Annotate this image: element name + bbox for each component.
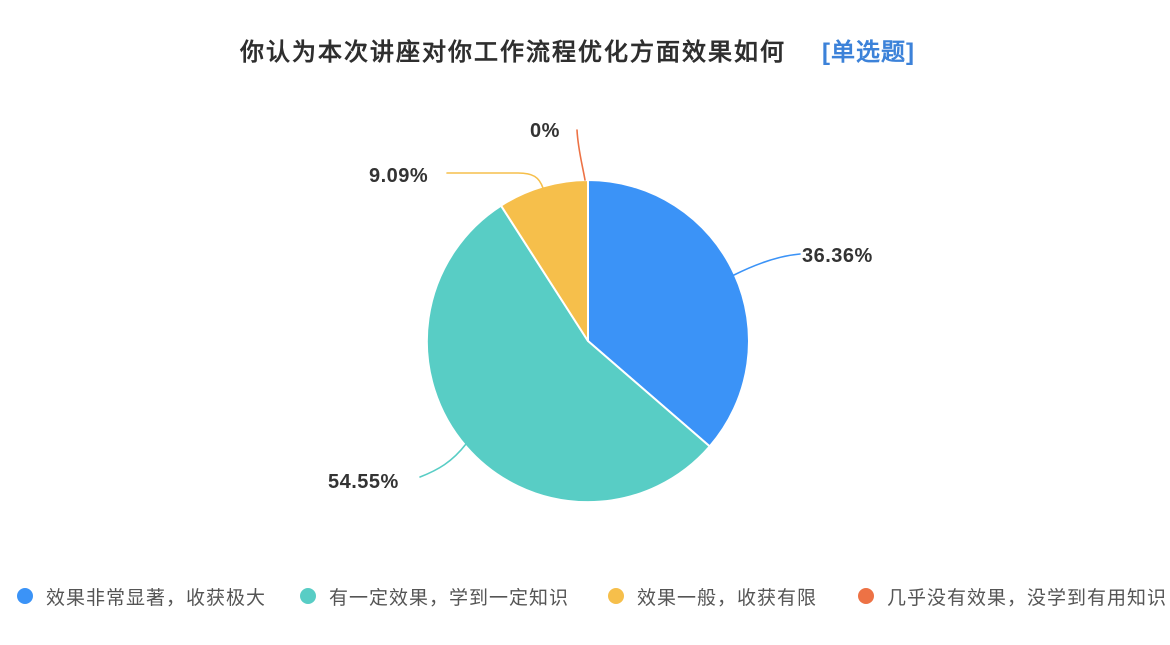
legend-item-label: 有一定效果，学到一定知识 [329,587,570,609]
legend-item-1[interactable]: 有一定效果，学到一定知识 [300,583,569,609]
label-leader-line-0 [733,253,801,276]
legend-dot-icon [858,588,874,604]
label-leader-line-1 [419,443,467,478]
legend-item-label: 几乎没有效果，没学到有用知识 [887,587,1168,609]
slice-percent-label-2: 9.09% [369,165,429,187]
legend-item-2[interactable]: 效果一般，收获有限 [608,583,817,609]
label-leader-line-3 [576,129,586,181]
question-type-tag: [单选题] [822,39,915,66]
label-leader-line-2 [446,172,544,189]
legend-dot-icon [300,588,316,604]
legend-item-label: 效果非常显著，收获极大 [46,587,267,609]
legend-item-label: 效果一般，收获有限 [637,587,818,609]
chart-title-row: 你认为本次讲座对你工作流程优化方面效果如何 [单选题] [240,32,915,67]
slice-percent-label-0: 36.36% [802,245,873,267]
legend-item-3[interactable]: 几乎没有效果，没学到有用知识 [858,583,1167,609]
chart-title: 你认为本次讲座对你工作流程优化方面效果如何 [240,39,786,66]
pie-slice-1[interactable] [425,204,711,504]
legend-dot-icon [17,588,33,604]
legend-item-0[interactable]: 效果非常显著，收获极大 [17,583,266,609]
legend-dot-icon [608,588,624,604]
slice-percent-label-1: 54.55% [328,471,399,493]
slice-percent-label-3: 0% [530,120,560,142]
